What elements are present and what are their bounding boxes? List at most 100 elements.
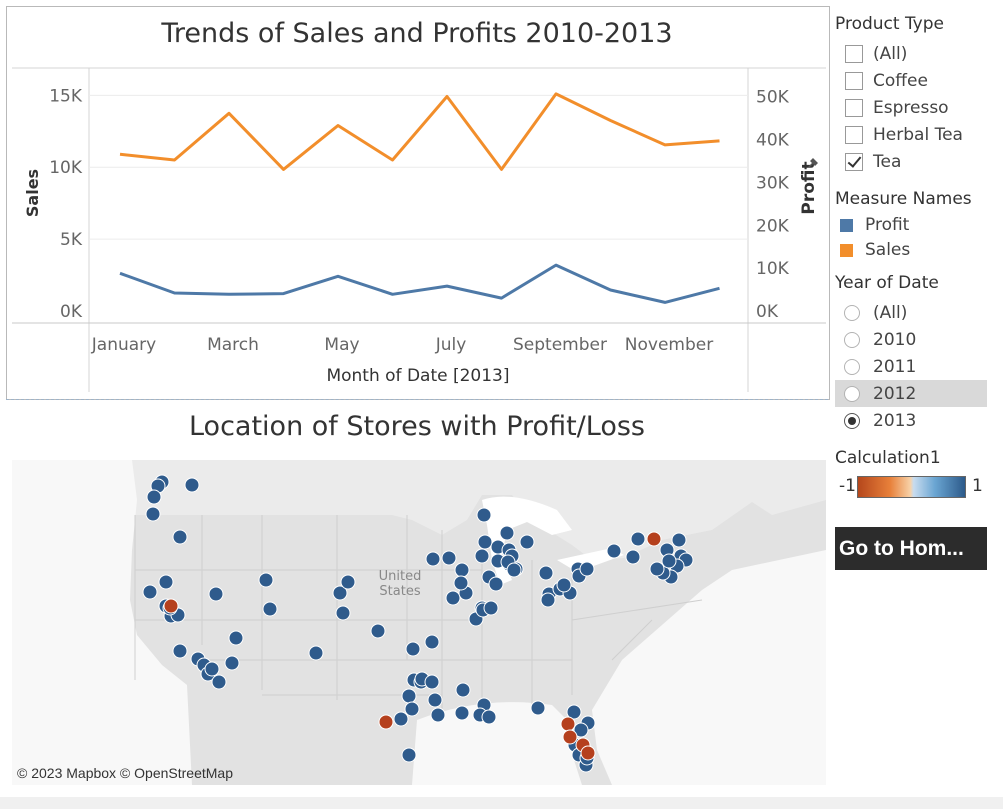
store-marker-profit[interactable]: [454, 562, 470, 578]
store-marker-profit[interactable]: [211, 674, 227, 690]
store-marker-profit[interactable]: [142, 584, 158, 600]
store-marker-profit[interactable]: [335, 605, 351, 621]
store-marker-loss[interactable]: [562, 729, 578, 745]
store-marker-profit[interactable]: [454, 705, 470, 721]
store-marker-profit[interactable]: [477, 534, 493, 550]
store-marker-loss[interactable]: [560, 716, 576, 732]
store-marker-profit[interactable]: [606, 543, 622, 559]
store-marker-profit[interactable]: [625, 549, 641, 565]
store-marker-profit[interactable]: [405, 641, 421, 657]
store-marker-profit[interactable]: [208, 586, 224, 602]
store-marker-profit[interactable]: [453, 575, 469, 591]
store-marker-profit[interactable]: [519, 534, 535, 550]
year-option-2013[interactable]: 2013: [835, 407, 987, 434]
store-marker-profit[interactable]: [370, 623, 386, 639]
store-marker-profit[interactable]: [204, 661, 220, 677]
store-marker-profit[interactable]: [483, 600, 499, 616]
store-marker-profit[interactable]: [488, 576, 504, 592]
store-marker-profit[interactable]: [425, 551, 441, 567]
store-marker-profit[interactable]: [404, 701, 420, 717]
store-marker-profit[interactable]: [172, 529, 188, 545]
store-marker-profit[interactable]: [649, 561, 665, 577]
store-marker-profit[interactable]: [424, 674, 440, 690]
store-marker-profit[interactable]: [556, 577, 572, 593]
product-type-option-coffee[interactable]: Coffee: [845, 69, 928, 93]
store-marker-profit[interactable]: [441, 550, 457, 566]
radio-icon[interactable]: [844, 331, 860, 348]
store-marker-profit[interactable]: [538, 565, 554, 581]
store-marker-profit[interactable]: [671, 532, 687, 548]
measure-names-title: Measure Names: [835, 189, 972, 209]
radio-icon[interactable]: [844, 304, 860, 321]
store-marker-profit[interactable]: [172, 643, 188, 659]
store-marker-profit[interactable]: [566, 704, 582, 720]
year-option-2011[interactable]: 2011: [835, 353, 987, 380]
legend-label: Profit: [865, 215, 910, 235]
store-marker-loss[interactable]: [378, 714, 394, 730]
series-line-sales[interactable]: [119, 92, 720, 171]
radio-selected-icon[interactable]: [844, 412, 860, 429]
product-type-option-espresso[interactable]: Espresso: [845, 96, 949, 120]
product-type-option-herbal-tea[interactable]: Herbal Tea: [845, 123, 963, 147]
go-to-home-button[interactable]: Go to Hom...: [835, 527, 987, 570]
store-marker-profit[interactable]: [224, 655, 240, 671]
store-marker-profit[interactable]: [474, 548, 490, 564]
legend-item-sales[interactable]: Sales: [840, 239, 910, 261]
store-marker-profit[interactable]: [262, 601, 278, 617]
checkbox-icon[interactable]: [845, 72, 863, 90]
map-country-label: United: [379, 569, 422, 584]
year-option-2010[interactable]: 2010: [835, 326, 987, 353]
store-map[interactable]: United States: [12, 460, 826, 785]
radio-icon[interactable]: [844, 358, 860, 375]
store-marker-profit[interactable]: [401, 688, 417, 704]
store-marker-profit[interactable]: [661, 553, 677, 569]
store-marker-profit[interactable]: [340, 574, 356, 590]
store-marker-profit[interactable]: [630, 531, 646, 547]
store-marker-profit[interactable]: [530, 700, 546, 716]
store-marker-profit[interactable]: [393, 711, 409, 727]
store-marker-profit[interactable]: [158, 574, 174, 590]
series-line-profit[interactable]: [119, 263, 720, 304]
checkbox-icon[interactable]: [845, 99, 863, 117]
bottom-strip: [0, 797, 1003, 809]
store-marker-profit[interactable]: [499, 525, 515, 541]
store-marker-profit[interactable]: [258, 572, 274, 588]
store-marker-profit[interactable]: [445, 590, 461, 606]
store-marker-profit[interactable]: [506, 562, 522, 578]
store-marker-profit[interactable]: [573, 722, 589, 738]
store-marker-profit[interactable]: [228, 630, 244, 646]
store-marker-profit[interactable]: [146, 489, 162, 505]
checkbox-checked-icon[interactable]: [845, 153, 863, 171]
store-marker-profit[interactable]: [579, 561, 595, 577]
store-marker-profit[interactable]: [332, 585, 348, 601]
store-marker-profit[interactable]: [184, 477, 200, 493]
product-type-option-label: Herbal Tea: [873, 125, 963, 145]
store-marker-profit[interactable]: [430, 707, 446, 723]
line-chart[interactable]: 0K 5K 10K 15K 0K 10K 20K 30K 40K 50K January Marc…: [0, 0, 1003, 400]
radio-icon[interactable]: [844, 385, 860, 402]
store-marker-profit[interactable]: [145, 506, 161, 522]
product-type-option-label: Coffee: [873, 71, 928, 91]
product-type-option-tea[interactable]: Tea: [845, 150, 901, 174]
checkbox-icon[interactable]: [845, 126, 863, 144]
pacific-ocean: [12, 460, 192, 785]
pin-icon[interactable]: [808, 158, 818, 168]
store-marker-profit[interactable]: [424, 634, 440, 650]
store-marker-profit[interactable]: [481, 709, 497, 725]
store-marker-profit[interactable]: [540, 592, 556, 608]
store-marker-loss[interactable]: [580, 745, 596, 761]
legend-swatch: [840, 218, 853, 232]
store-marker-profit[interactable]: [476, 507, 492, 523]
store-marker-loss[interactable]: [646, 531, 662, 547]
product-type-option-all[interactable]: (All): [845, 42, 907, 66]
year-option-all[interactable]: (All): [835, 299, 987, 326]
store-marker-profit[interactable]: [455, 682, 471, 698]
x-tick-label: January: [91, 335, 156, 355]
store-marker-loss[interactable]: [163, 598, 179, 614]
year-option-2012[interactable]: 2012: [835, 380, 987, 407]
store-marker-profit[interactable]: [401, 747, 417, 763]
store-marker-profit[interactable]: [308, 645, 324, 661]
store-marker-profit[interactable]: [427, 692, 443, 708]
checkbox-icon[interactable]: [845, 45, 863, 63]
legend-item-profit[interactable]: Profit: [840, 214, 909, 236]
